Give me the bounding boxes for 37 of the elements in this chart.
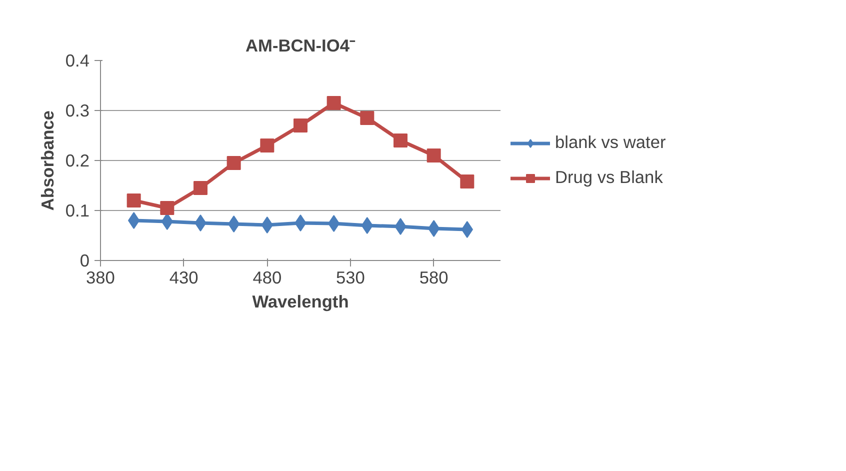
point [194,181,208,195]
legend-label: Drug vs Blank [555,167,663,188]
point [260,138,274,152]
point [261,216,273,234]
point [194,214,206,232]
point [360,111,374,125]
point [161,213,173,230]
y-tick-label: 0.2 [65,150,90,170]
y-axis-title: Absorbance [37,110,58,211]
point [126,194,141,208]
y-tick-label: 0.4 [65,50,90,70]
point [394,218,406,235]
x-tick-label: 480 [252,268,282,288]
point [460,174,474,188]
x-tick-label: 430 [169,268,198,288]
y-tick-label: 0.1 [65,200,90,220]
point [461,221,473,238]
point [160,201,174,215]
x-tick-label: 380 [86,268,115,288]
x-axis-title: Wavelength [252,292,349,312]
point [294,214,306,232]
point [228,216,240,232]
y-tick-label: 0 [80,250,90,270]
y-tick-label: 0.3 [65,100,90,120]
point [328,215,340,232]
legend-label: blank vs water [555,132,666,153]
point [294,118,308,132]
point [428,220,440,237]
point [426,148,441,162]
x-tick-label: 530 [336,268,365,288]
point [361,217,373,234]
point [394,134,408,148]
chart-title: AM-BCN-IO4⁻ [246,36,356,56]
point [226,156,241,170]
point [128,212,140,229]
x-tick-label: 580 [419,268,448,288]
point [326,96,341,110]
